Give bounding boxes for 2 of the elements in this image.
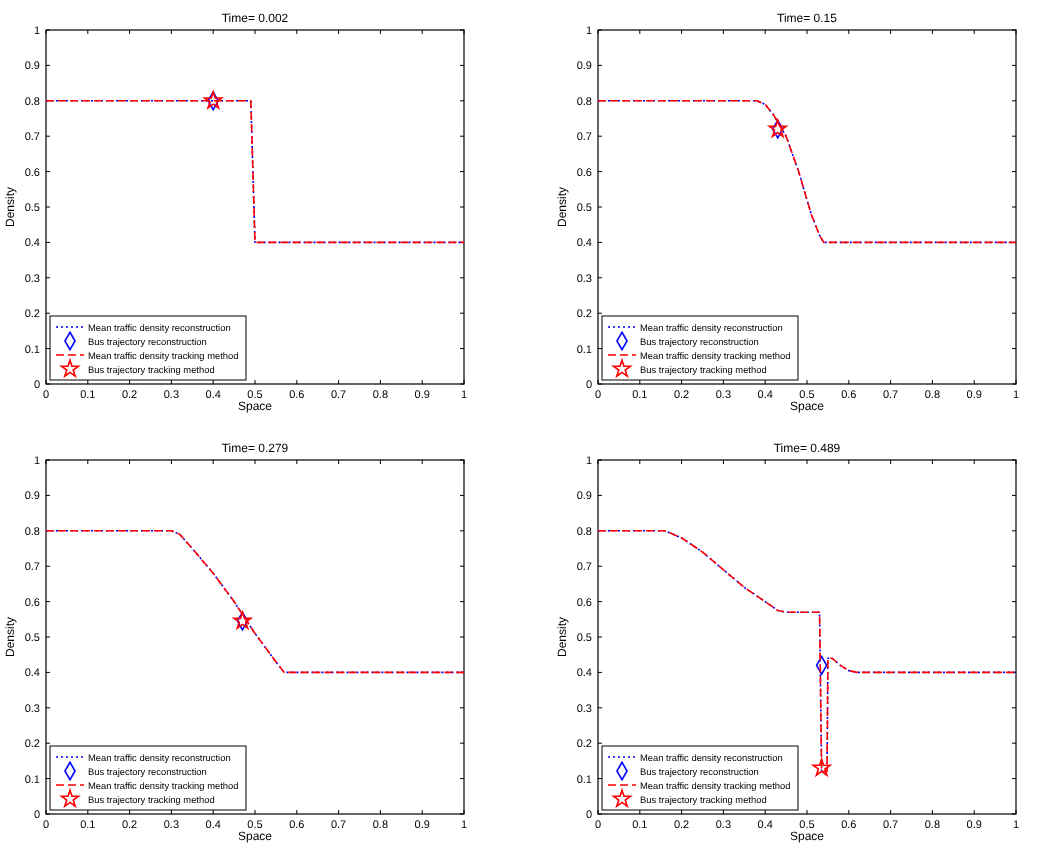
line-series	[45, 530, 465, 674]
line-series	[597, 100, 1017, 244]
